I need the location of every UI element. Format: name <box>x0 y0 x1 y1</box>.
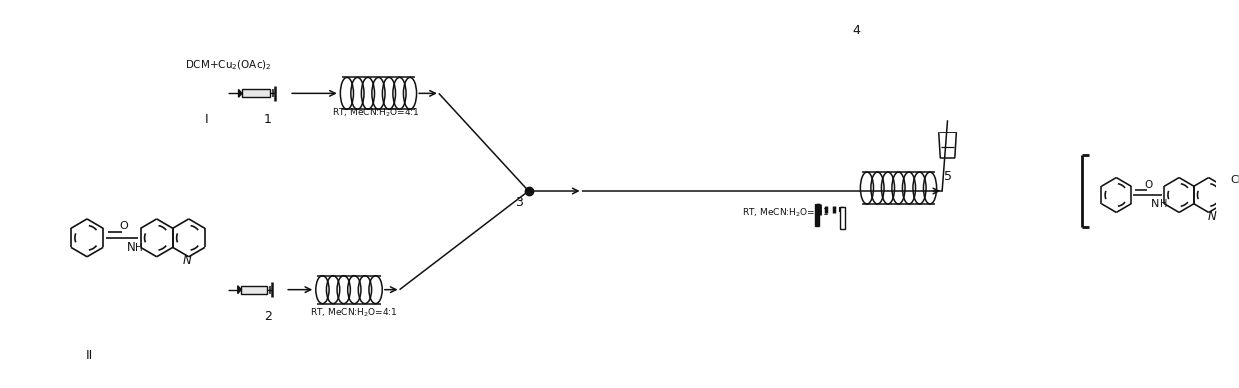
Text: RT, MeCN:H$_2$O=4:1: RT, MeCN:H$_2$O=4:1 <box>742 207 830 220</box>
Text: RT, MeCN:H$_2$O=4:1: RT, MeCN:H$_2$O=4:1 <box>332 106 419 119</box>
Text: O: O <box>119 222 128 231</box>
Text: II: II <box>85 350 93 362</box>
Text: Cl: Cl <box>1230 175 1239 185</box>
Text: 2: 2 <box>264 310 271 322</box>
Text: I: I <box>204 113 208 126</box>
Text: RT, MeCN:H$_2$O=4:1: RT, MeCN:H$_2$O=4:1 <box>310 307 398 319</box>
Text: 3: 3 <box>515 196 523 209</box>
Polygon shape <box>238 286 242 294</box>
Bar <box>242 286 268 294</box>
Text: 5: 5 <box>944 170 952 183</box>
Polygon shape <box>239 90 242 97</box>
Text: N: N <box>1151 199 1160 209</box>
Text: O: O <box>1144 180 1152 190</box>
Text: 4: 4 <box>852 24 860 36</box>
Text: H: H <box>1161 199 1168 209</box>
Text: N: N <box>1208 210 1217 223</box>
Bar <box>242 90 270 97</box>
Bar <box>815 204 819 226</box>
Text: 1: 1 <box>264 113 271 126</box>
Text: N: N <box>182 254 191 267</box>
Text: H: H <box>135 243 142 253</box>
Text: N: N <box>126 241 135 254</box>
Text: DCM+Cu$_2$(OAc)$_2$: DCM+Cu$_2$(OAc)$_2$ <box>185 59 271 72</box>
Bar <box>840 207 845 229</box>
